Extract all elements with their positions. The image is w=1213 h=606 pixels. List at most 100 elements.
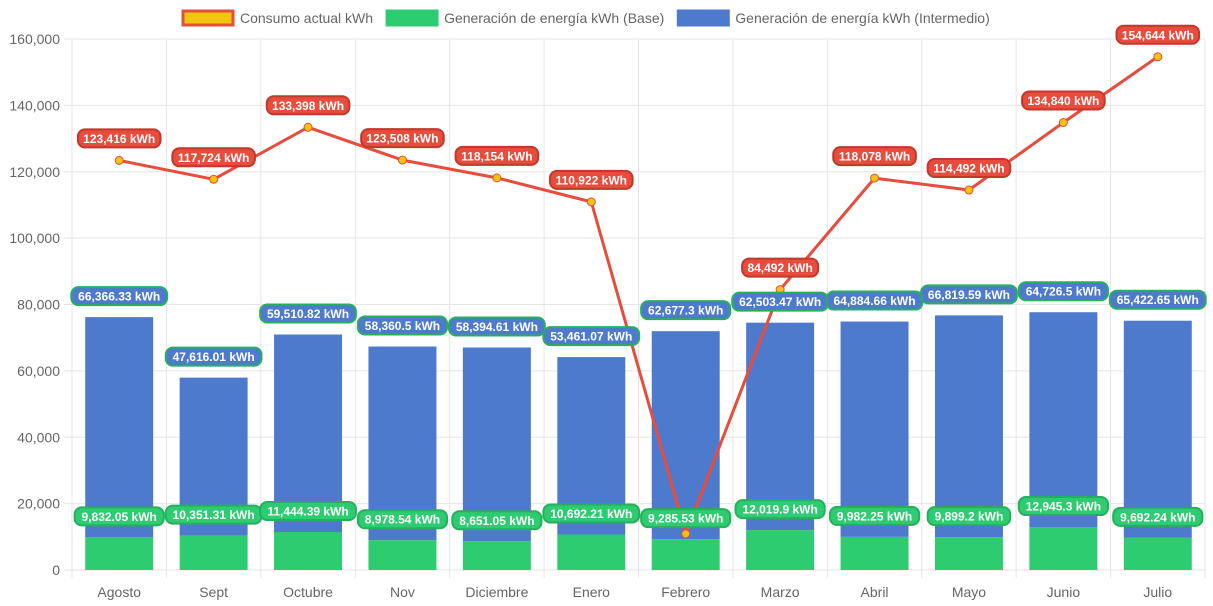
bar-base	[274, 532, 343, 570]
data-label-intermediate: 64,884.66 kWh	[825, 290, 924, 311]
legend-item: Generación de energía kWh (Base)	[385, 9, 664, 27]
x-tick-label: Julio	[1143, 584, 1172, 600]
data-label-box	[164, 346, 263, 367]
consumption-point	[492, 173, 502, 183]
data-label-intermediate: 62,503.47 kWh	[731, 291, 830, 312]
bar-intermediate	[85, 317, 154, 538]
data-label-intermediate: 53,461.07 kWh	[542, 326, 641, 347]
data-label-box	[640, 508, 732, 529]
legend-label: Generación de energía kWh (Base)	[444, 10, 664, 26]
bar-base	[746, 530, 815, 570]
data-label-box	[741, 257, 820, 278]
data-label-consumption: 84,492 kWh	[741, 257, 820, 278]
data-label-text: 11,444.39 kWh	[267, 505, 348, 519]
bars	[85, 312, 1192, 570]
data-label-base: 12,945.3 kWh	[1017, 496, 1109, 517]
data-label-text: 12,945.3 kWh	[1026, 500, 1101, 514]
y-tick-label: 120,000	[9, 164, 60, 180]
data-label-box	[542, 326, 641, 347]
bar-base	[1029, 527, 1098, 570]
bar-intermediate	[651, 331, 720, 540]
data-label-box	[447, 316, 546, 337]
y-tick-label: 140,000	[9, 97, 60, 113]
data-label-consumption: 114,492 kWh	[926, 158, 1012, 179]
data-label-consumption: 123,508 kWh	[360, 128, 445, 149]
bar-base	[840, 536, 909, 570]
data-label-base: 9,899.2 kWh	[926, 506, 1012, 527]
x-axis: Agosto Sept Octubre Nov Diciembre Enero Febrer…	[97, 584, 1172, 600]
legend-swatch	[385, 9, 439, 27]
consumption-point	[870, 173, 880, 183]
bar-intermediate	[746, 322, 815, 531]
x-tick-label: Febrero	[661, 584, 710, 600]
data-label-text: 117,724 kWh	[178, 151, 249, 165]
y-tick-label: 0	[52, 562, 60, 578]
data-label-text: 9,692.24 kWh	[1120, 510, 1195, 524]
bar-base	[462, 541, 531, 570]
data-label-box	[1017, 281, 1109, 302]
data-label-box	[265, 95, 351, 116]
consumption-point	[1058, 117, 1068, 127]
data-label-text: 9,982.25 kWh	[837, 509, 912, 523]
data-label-text: 59,510.82 kWh	[267, 307, 349, 321]
x-tick-label: Octubre	[283, 584, 333, 600]
legend-swatch	[181, 9, 235, 27]
data-label-text: 134,840 kWh	[1027, 94, 1099, 108]
data-label-text: 118,154 kWh	[461, 149, 532, 163]
data-label-text: 123,416 kWh	[83, 132, 155, 146]
data-label-text: 66,366.33 kWh	[78, 290, 160, 304]
x-tick-label: Abril	[861, 584, 889, 600]
data-label-intermediate: 65,422.65 kWh	[1108, 289, 1207, 310]
data-label-intermediate: 66,366.33 kWh	[70, 286, 169, 307]
data-label-intermediate: 58,394.61 kWh	[447, 316, 546, 337]
y-tick-label: 40,000	[17, 429, 60, 445]
x-tick-label: Enero	[573, 584, 611, 600]
data-label-text: 53,461.07 kWh	[550, 330, 632, 344]
data-label-text: 123,508 kWh	[366, 132, 438, 146]
consumption-point	[114, 155, 124, 165]
data-label-consumption: 123,416 kWh	[76, 128, 162, 149]
bar-intermediate	[840, 321, 909, 537]
data-label-base: 10,692.21 kWh	[542, 503, 641, 524]
data-label-base: 11,444.39 kWh	[259, 501, 357, 522]
data-label-text: 62,677.3 kWh	[648, 304, 723, 318]
bar-base	[651, 539, 720, 570]
data-label-box	[920, 284, 1018, 305]
data-label-box	[548, 169, 634, 190]
data-label-box	[259, 303, 357, 324]
data-label-text: 12,019.9 kWh	[742, 503, 817, 517]
data-label-box	[1017, 496, 1109, 517]
consumption-point	[303, 122, 313, 132]
data-label-text: 64,884.66 kWh	[834, 294, 916, 308]
data-label-box	[451, 510, 543, 531]
data-label-text: 65,422.65 kWh	[1117, 293, 1199, 307]
y-axis: 0 20,000 40,000 60,000 80,000 100,000 120,000 1…	[9, 31, 60, 578]
y-tick-label: 20,000	[17, 496, 60, 512]
data-label-text: 9,832.05 kWh	[82, 510, 157, 524]
data-label-intermediate: 66,819.59 kWh	[920, 284, 1018, 305]
data-label-box	[1021, 90, 1106, 111]
data-label-box	[76, 128, 162, 149]
data-label-intermediate: 58,360.5 kWh	[356, 315, 449, 336]
data-label-text: 154,644 kWh	[1122, 28, 1194, 42]
data-label-text: 9,285.53 kWh	[648, 512, 723, 526]
data-label-box	[259, 501, 357, 522]
data-label-text: 62,503.47 kWh	[739, 295, 821, 309]
bar-intermediate	[274, 334, 343, 533]
y-tick-label: 160,000	[9, 31, 60, 47]
data-label-text: 10,692.21 kWh	[550, 507, 632, 521]
data-label-text: 118,078 kWh	[839, 150, 910, 164]
consumption-point	[681, 529, 691, 539]
legend-label: Generación de energía kWh (Intermedio)	[735, 10, 989, 26]
data-label-text: 58,360.5 kWh	[365, 319, 440, 333]
data-label-box	[832, 146, 917, 167]
data-label-consumption: 110,922 kWh	[548, 169, 634, 190]
data-label-base: 9,832.05 kWh	[73, 506, 165, 527]
data-label-box	[926, 506, 1012, 527]
y-tick-label: 60,000	[17, 363, 60, 379]
bar-intermediate	[1123, 320, 1192, 538]
data-label-consumption: 118,078 kWh	[832, 146, 917, 167]
data-label-base: 9,692.24 kWh	[1112, 506, 1204, 527]
data-label-box	[926, 158, 1012, 179]
data-label-base: 10,351.31 kWh	[164, 504, 263, 525]
